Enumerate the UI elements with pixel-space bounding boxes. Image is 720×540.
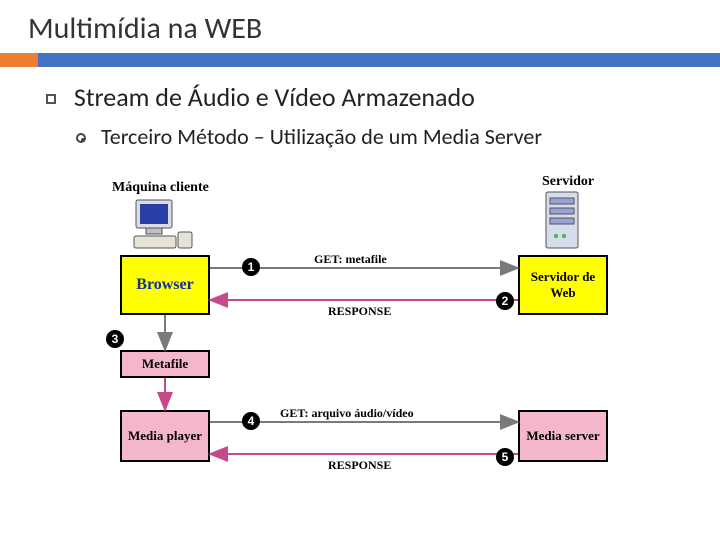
slide: Multimídia na WEB Stream de Áudio e Víde… (0, 0, 720, 540)
step-marker-4: 4 (242, 412, 260, 430)
edge-label-response-1: RESPONSE (328, 304, 391, 319)
step-marker-5: 5 (496, 448, 514, 466)
step-marker-1: 1 (242, 258, 260, 276)
square-bullet-icon (46, 94, 56, 104)
edge-label-response-2: RESPONSE (328, 458, 391, 473)
subtitle-text: Stream de Áudio e Vídeo Armazenado (74, 81, 475, 113)
target-bullet-icon (76, 133, 86, 143)
edge-label-get-av: GET: arquivo áudio/vídeo (280, 406, 414, 421)
slide-title: Multimídia na WEB (0, 0, 720, 53)
subtitle: Stream de Áudio e Vídeo Armazenado (0, 67, 720, 113)
accent-bar (0, 53, 720, 67)
step-marker-2: 2 (496, 292, 514, 310)
step-marker-3: 3 (106, 330, 124, 348)
media-server-diagram: Máquina cliente Servidor Br (100, 180, 620, 520)
edge-label-get-metafile: GET: metafile (314, 252, 387, 267)
sub-bullet-text: Terceiro Método – Utilização de um Media… (101, 123, 542, 150)
sub-bullet: Terceiro Método – Utilização de um Media… (0, 113, 720, 150)
